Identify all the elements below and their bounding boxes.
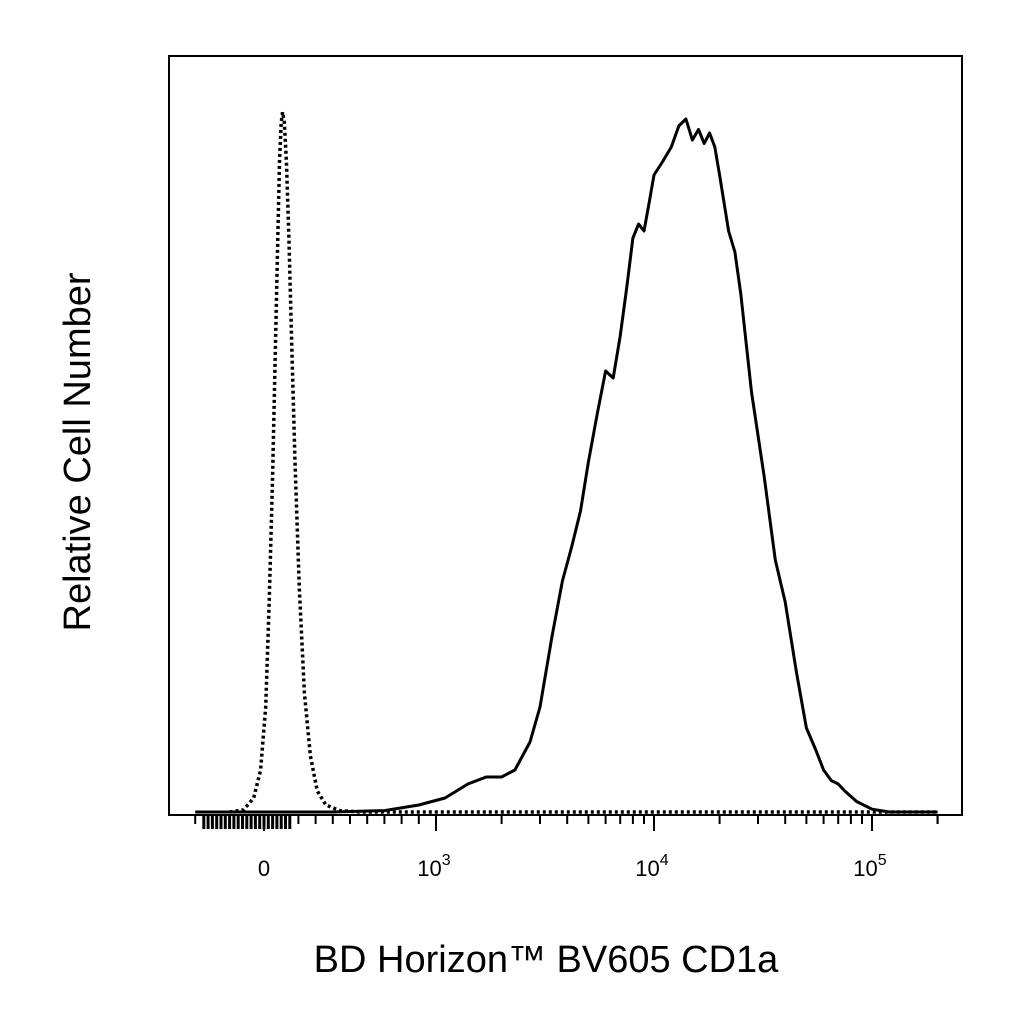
plot-frame xyxy=(168,55,963,816)
x-tick-label: 0 xyxy=(258,856,270,881)
x-tick-label: 103 xyxy=(417,852,450,881)
control-histogram-line xyxy=(229,110,938,814)
x-tick-label: 104 xyxy=(635,852,668,881)
x-axis-label: BD Horizon™ BV605 CD1a xyxy=(314,939,780,981)
y-axis-label: Relative Cell Number xyxy=(57,272,99,631)
series-layer xyxy=(195,110,938,814)
x-axis-ticks xyxy=(194,815,939,831)
x-axis-tick-labels: 0 103 104 105 xyxy=(258,852,887,881)
stained-histogram-line xyxy=(195,117,938,814)
x-tick-label: 105 xyxy=(853,852,886,881)
